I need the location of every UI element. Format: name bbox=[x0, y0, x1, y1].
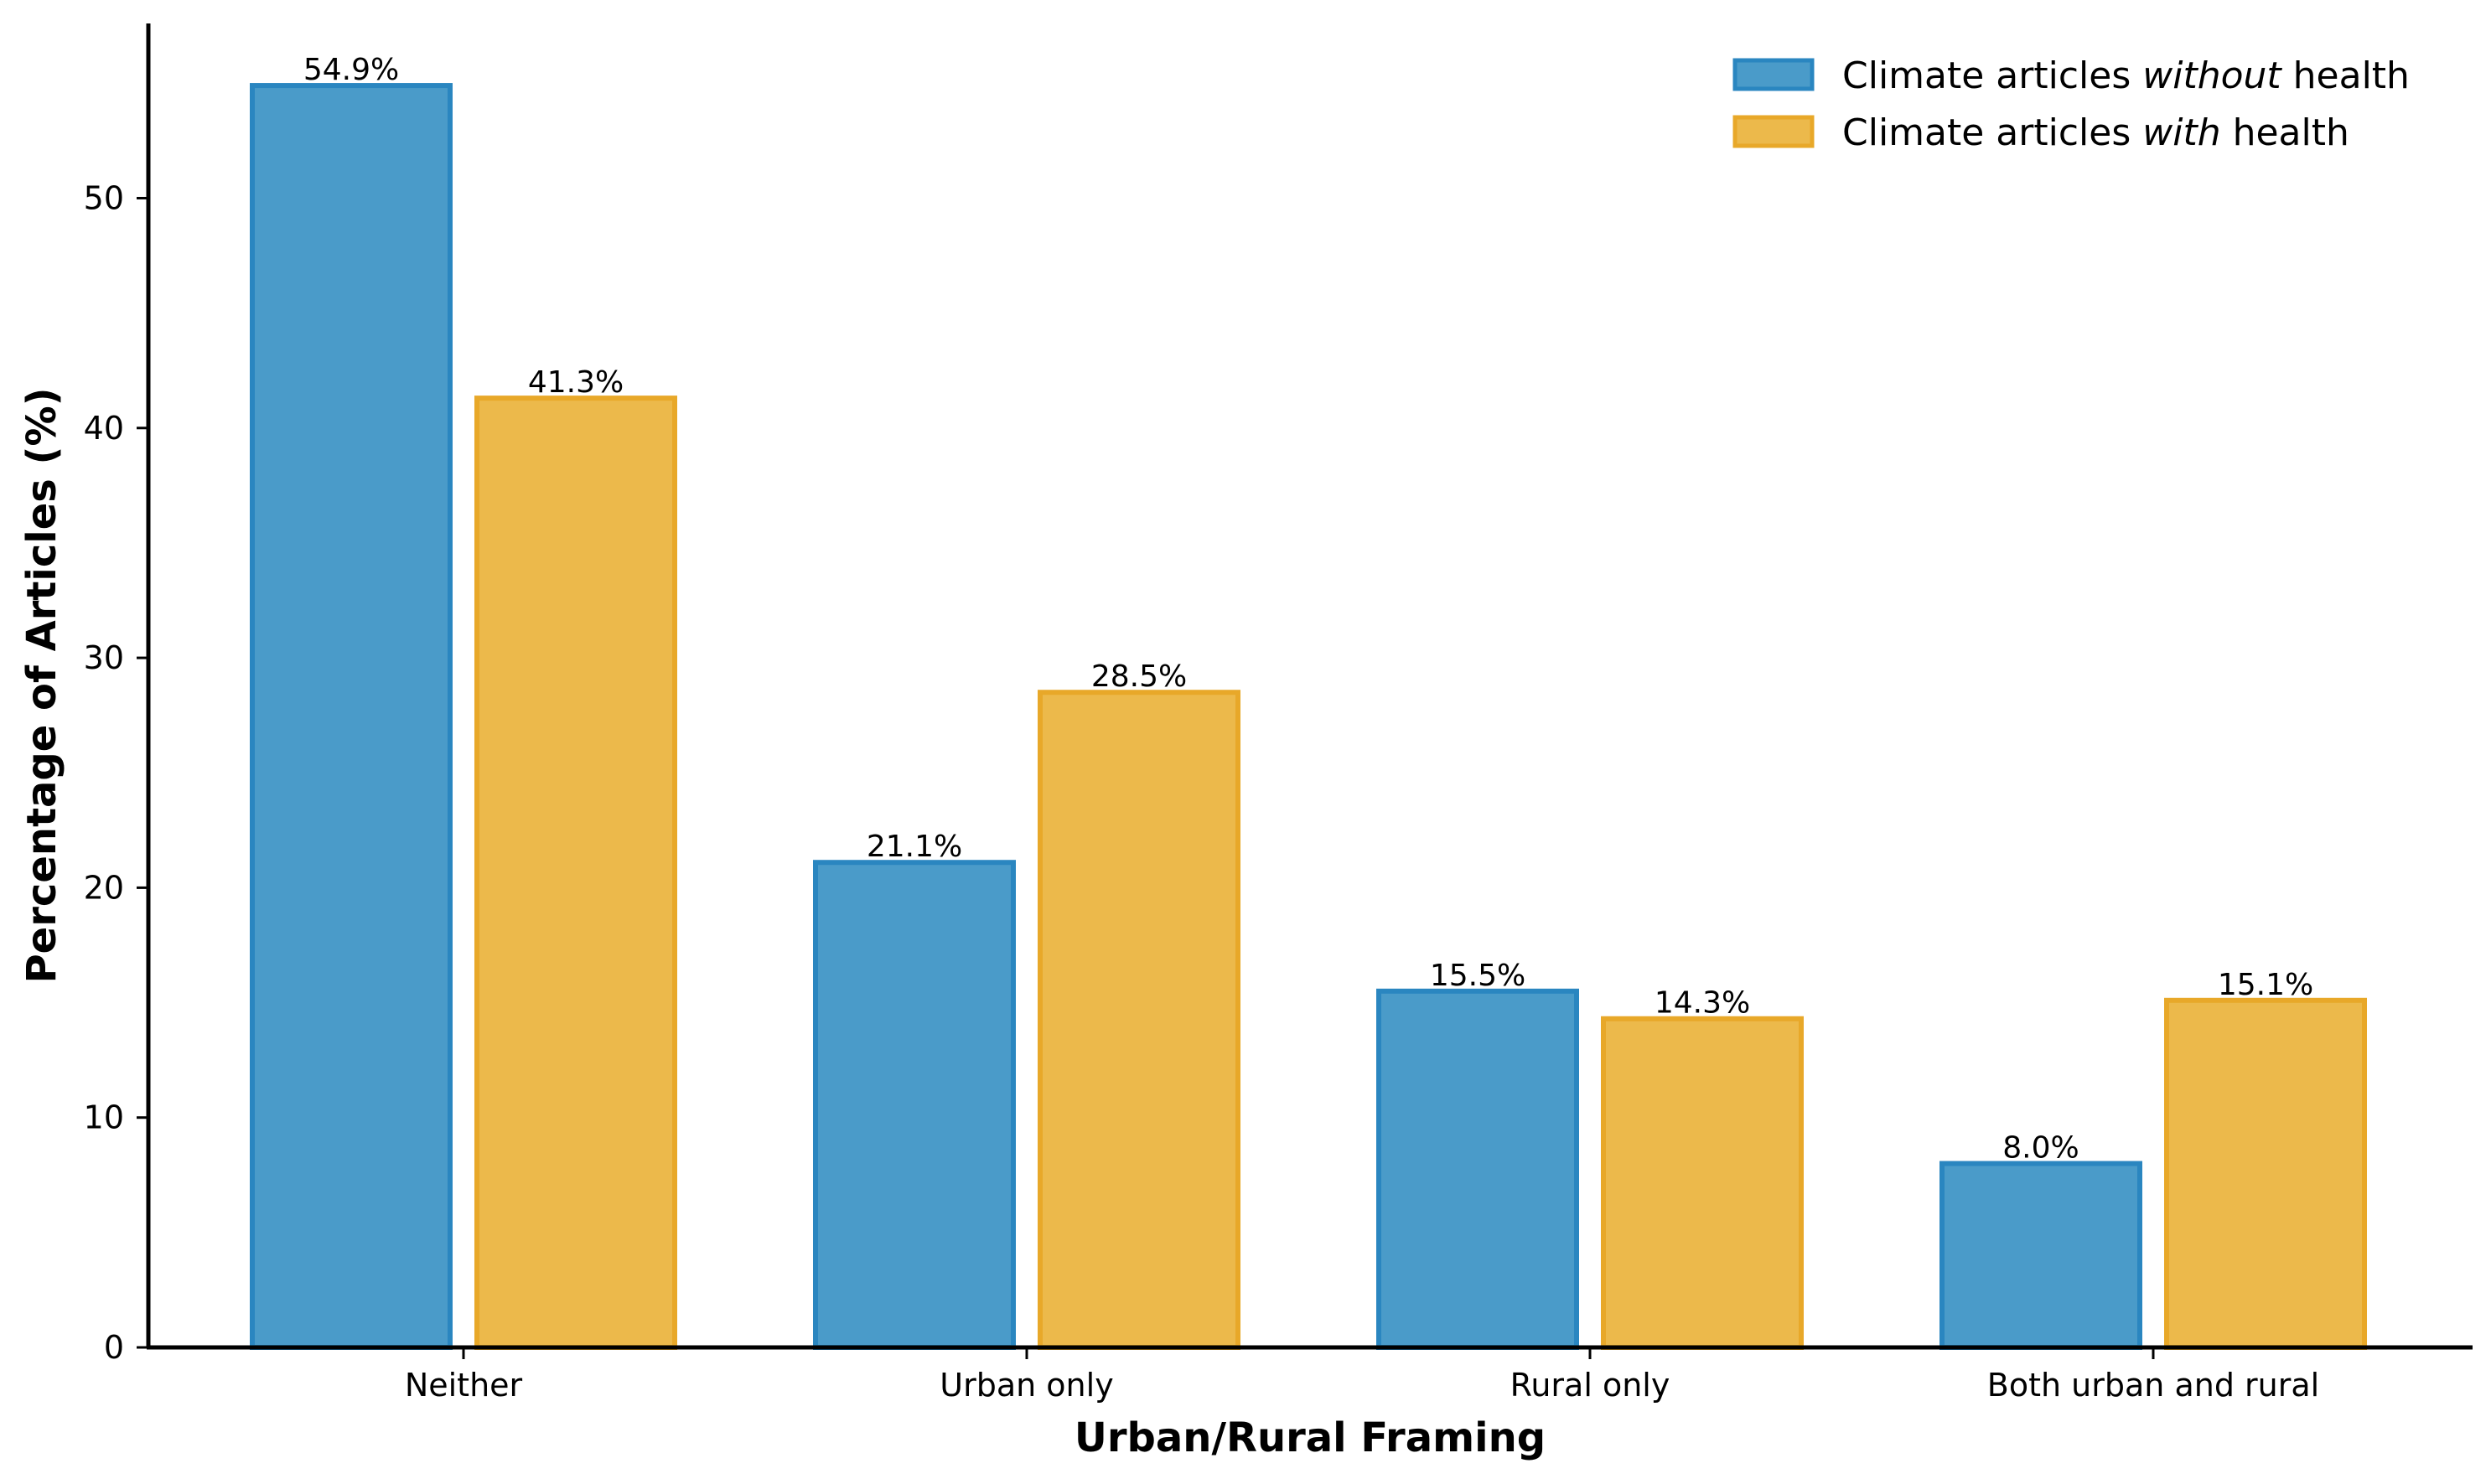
y-axis-title: Percentage of Articles (%) bbox=[18, 387, 65, 983]
bar-series2-urban-only bbox=[1038, 690, 1240, 1350]
y-ticks-layer: 0 10 20 30 40 50 bbox=[84, 179, 148, 1366]
bar-series2-both-urban-and-rural bbox=[2164, 997, 2367, 1350]
x-tick-label: Rural only bbox=[1510, 1367, 1670, 1404]
bar-series1-rural-only bbox=[1376, 988, 1579, 1351]
x-tick-label: Neither bbox=[405, 1367, 523, 1404]
bar-value-label: 21.1% bbox=[867, 830, 962, 864]
bars-layer bbox=[250, 83, 2367, 1351]
bar-series2-neither bbox=[474, 396, 677, 1350]
bar-series2-rural-only bbox=[1601, 1016, 1804, 1350]
bar-series1-neither bbox=[250, 83, 453, 1350]
bar-series1-urban-only bbox=[813, 860, 1016, 1351]
y-tick-label: 40 bbox=[84, 410, 124, 447]
y-tick-label: 50 bbox=[84, 179, 124, 216]
y-tick-label: 30 bbox=[84, 639, 124, 676]
bar-series1-both-urban-and-rural bbox=[1939, 1161, 2142, 1350]
bar-value-label: 8.0% bbox=[2002, 1131, 2079, 1166]
legend-label: Climate articles without health bbox=[1842, 54, 2410, 97]
y-tick-label: 10 bbox=[84, 1099, 124, 1136]
bar-value-label: 14.3% bbox=[1655, 986, 1750, 1021]
legend: Climate articles without health Climate a… bbox=[1732, 54, 2410, 154]
y-tick-label: 0 bbox=[104, 1329, 124, 1366]
bar-value-label: 41.3% bbox=[528, 365, 624, 400]
bar-value-label: 15.1% bbox=[2218, 968, 2313, 1002]
bar-value-label: 28.5% bbox=[1091, 659, 1187, 694]
bar-value-label: 15.5% bbox=[1430, 959, 1525, 993]
legend-swatch bbox=[1732, 115, 1815, 148]
x-tick-label: Both urban and rural bbox=[1987, 1367, 2319, 1404]
legend-label: Climate articles with health bbox=[1842, 111, 2349, 154]
legend-swatch bbox=[1732, 58, 1815, 91]
y-tick-label: 20 bbox=[84, 869, 124, 906]
x-axis-title: Urban/Rural Framing bbox=[1075, 1414, 1546, 1461]
data-labels-layer: 54.9% 21.1% 15.5% 8.0% 41.3% 28.5% 14.3% 15.1% bbox=[303, 53, 2313, 1165]
x-ticks-layer: Neither Urban only Rural only Both urban an… bbox=[405, 1347, 2319, 1404]
bar-value-label: 54.9% bbox=[303, 53, 399, 87]
x-tick-label: Urban only bbox=[940, 1367, 1113, 1404]
